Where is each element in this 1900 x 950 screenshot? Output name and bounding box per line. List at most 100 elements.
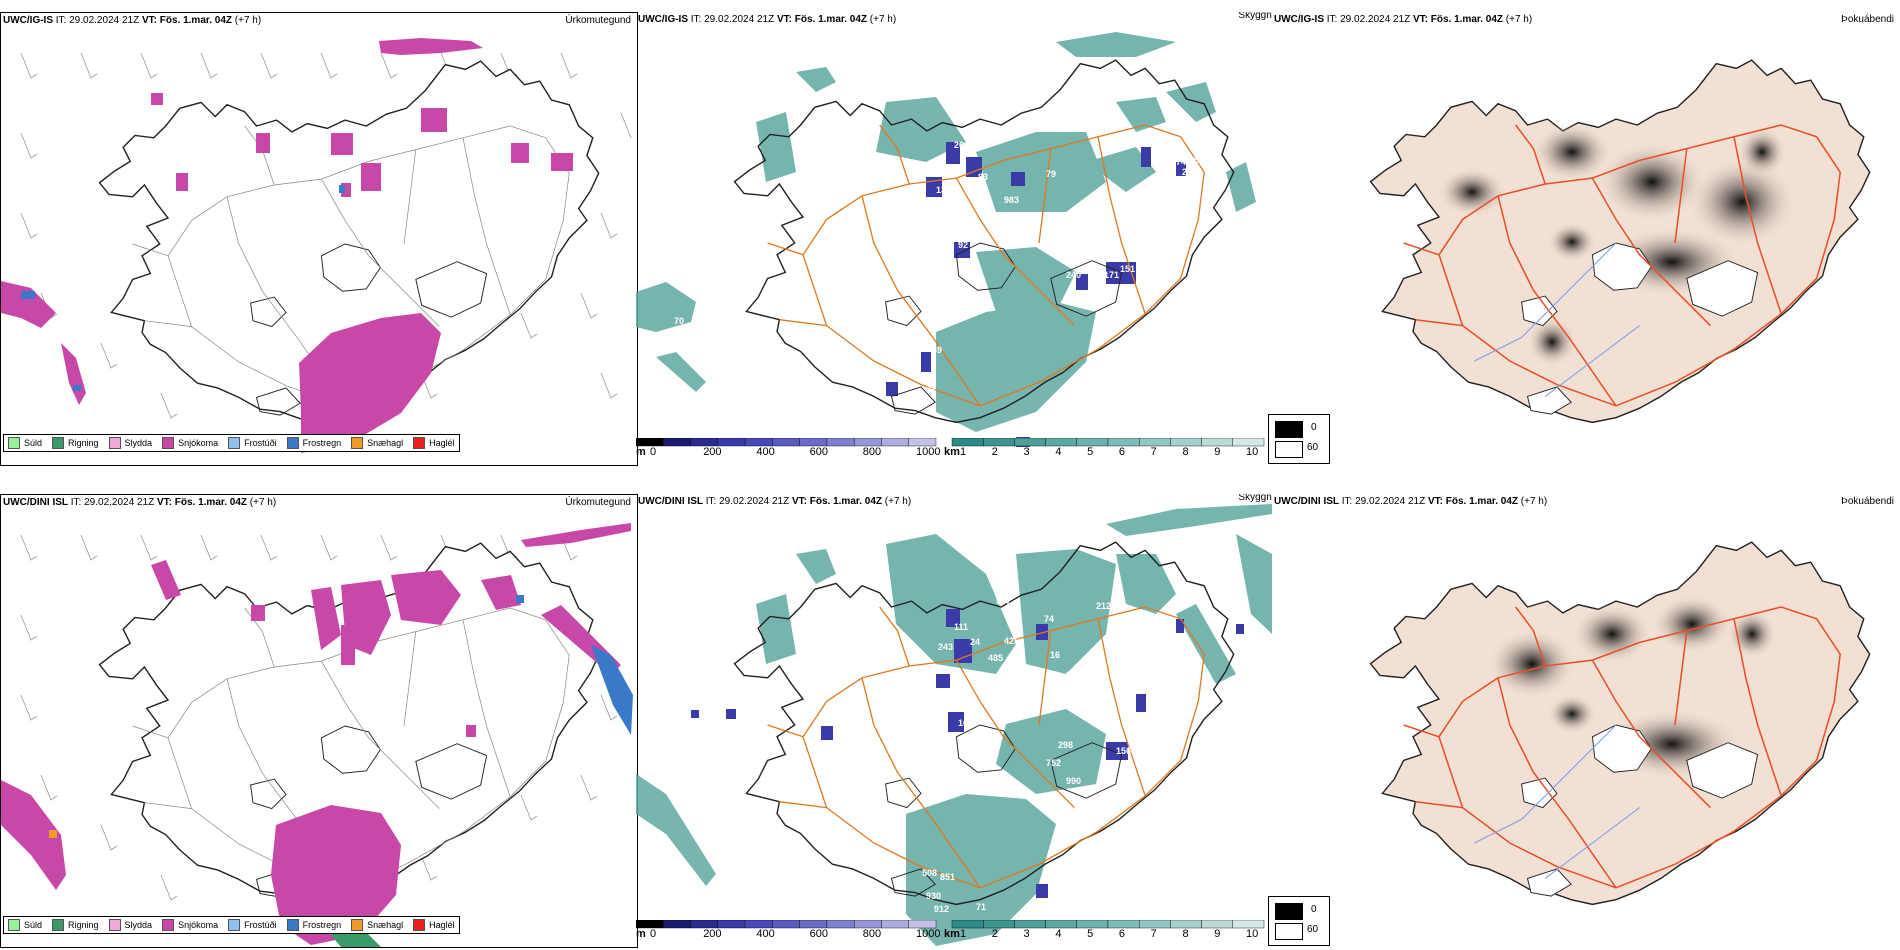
legend-item-snaehagl: Snæhagl (351, 919, 403, 931)
colorbar-m-segment (881, 438, 909, 447)
vis-label: 298 (1058, 740, 1074, 750)
vis-label: 983 (1004, 195, 1020, 205)
precip-panel-row2: UWC/DINI ISL IT: 29.02.2024 21Z VT: Fös.… (0, 494, 638, 948)
vis-label: 151 (1120, 264, 1136, 274)
precip-header-row1: UWC/IG-IS IT: 29.02.2024 21Z VT: Fös. 1.… (3, 15, 262, 26)
colorbar-m-segment (881, 920, 909, 929)
vis-label: 83 (978, 172, 989, 182)
fog-map-row1 (1369, 59, 1871, 424)
m-unit-label: m (636, 446, 646, 458)
precip-title-row1: Úrkomutegund (565, 15, 631, 26)
colorbar-km-segment (1170, 920, 1202, 929)
vis-label: 16 (1050, 650, 1061, 660)
colorbar-km-tick: 2 (991, 446, 998, 458)
m-unit-label: m (636, 928, 646, 940)
km-unit-label: km (944, 928, 960, 940)
visibility-header-row1: UWC/IG-IS IT: 29.02.2024 21Z VT: Fös. 1.… (638, 14, 897, 25)
colorbar-km-segment (1139, 920, 1171, 929)
colorbar-m-tick: 400 (756, 446, 775, 458)
colorbar-km-tick: 6 (1118, 446, 1125, 458)
colorbar-km-segment (1201, 920, 1233, 929)
colorbar-km-segment (1170, 438, 1202, 447)
colorbar-km-segment (1232, 920, 1265, 929)
vis-label: 204 (938, 666, 954, 676)
vis-label: 165 (1184, 155, 1200, 165)
colorbar-m-segment (636, 920, 664, 929)
colorbar-m-tick: 1000 (916, 928, 941, 940)
vis-label: 990 (1066, 776, 1082, 786)
colorbar-m-tick: 400 (756, 928, 775, 940)
colorbar-m-tick: 600 (809, 446, 828, 458)
vis-label: 54 (1086, 692, 1097, 702)
vis-label: 92 (958, 240, 969, 250)
visibility-map-row1 (636, 32, 1256, 447)
vis-label: 20 (954, 140, 965, 150)
vis-label: 39 (926, 382, 937, 392)
colorbar-m-tick: 1000 (916, 446, 941, 458)
vis-label: 71 (976, 902, 987, 912)
precip-map-row1 (1, 38, 632, 453)
legend-item-slydda: Slydda (108, 919, 152, 931)
legend-item-frostudi: Frostúði (228, 919, 277, 931)
colorbar-km-tick: 7 (1150, 928, 1157, 940)
colorbar-km-segment (1232, 438, 1265, 447)
colorbar-m-tick: 600 (809, 928, 828, 940)
colorbar-km-tick: 8 (1182, 446, 1189, 458)
vis-label: 752 (1046, 758, 1062, 768)
fog-title-row1: Þokuábendi (1841, 14, 1894, 25)
colorbar-km-segment (1014, 920, 1046, 929)
visibility-header-row2: UWC/DINI ISL IT: 29.02.2024 21Z VT: Fös.… (638, 496, 912, 507)
vis-colorbar-row2 (636, 920, 1265, 929)
colorbar-m-segment (690, 920, 719, 929)
vis-label: 166 (958, 718, 974, 728)
fog-legend-row2: 0 60 (1268, 896, 1330, 946)
colorbar-m-segment (663, 438, 691, 447)
colorbar-m-segment (853, 920, 882, 929)
legend-item-slydda: Slydda (108, 437, 152, 449)
visibility-title-row2: Skyggni (1238, 494, 1272, 503)
legend-item-sudl: Súld (8, 919, 42, 931)
fog-panel-row2: UWC/DINI ISL IT: 29.02.2024 21Z VT: Fös.… (1272, 494, 1900, 946)
vis-label: 70 (674, 316, 685, 326)
colorbar-km-tick: 5 (1087, 928, 1094, 940)
vis-label: 74 (1044, 614, 1055, 624)
snow-areas (1, 38, 573, 453)
colorbar-km-tick: 4 (1055, 446, 1062, 458)
legend-item-snaehagl: Snæhagl (351, 437, 403, 449)
precip-panel-row1: UWC/IG-IS IT: 29.02.2024 21Z VT: Fös. 1.… (0, 12, 638, 466)
vis-label: 27 (1182, 167, 1193, 177)
colorbar-km-segment (1139, 438, 1171, 447)
visibility-map-row2 (636, 504, 1272, 946)
vis-label: 18 (898, 722, 909, 732)
colorbar-km-tick: 9 (1214, 446, 1221, 458)
colorbar-km-segment (1201, 438, 1233, 447)
colorbar-km-segment (1014, 438, 1046, 447)
colorbar-km-segment (951, 438, 984, 447)
legend-item-rigning: Rigning (52, 919, 99, 931)
colorbar-m-segment (636, 438, 664, 447)
visibility-title-row1: Skyggni (1238, 12, 1272, 21)
vis-label: 171 (1104, 270, 1120, 280)
colorbar-km-segment (951, 920, 984, 929)
colorbar-km-tick: 9 (1214, 928, 1221, 940)
fog-legend-bottom-label: 60 (1307, 442, 1319, 453)
fog-legend-white-swatch (1275, 441, 1303, 458)
fog-legend-row1: 0 60 (1268, 414, 1330, 464)
precip-map-row2 (1, 523, 633, 947)
vis-colorbar-row1 (636, 438, 1265, 447)
precip-header-row2: UWC/DINI ISL IT: 29.02.2024 21Z VT: Fös.… (3, 497, 277, 508)
colorbar-km-segment (1107, 920, 1140, 929)
vis-label: 71 (1110, 722, 1121, 732)
colorbar-km-tick: 1 (960, 446, 967, 458)
legend-item-frostregn: Frostregn (286, 437, 341, 449)
vis-label: 243 (938, 642, 954, 652)
vis-label: 851 (940, 872, 956, 882)
colorbar-m-segment (717, 438, 746, 447)
vis-label: 39 (932, 345, 943, 355)
colorbar-m-segment (826, 438, 855, 447)
colorbar-m-segment (663, 920, 691, 929)
colorbar-m-segment (772, 920, 800, 929)
legend-item-sudl: Súld (8, 437, 42, 449)
colorbar-m-segment (853, 438, 882, 447)
colorbar-m-segment (744, 438, 773, 447)
